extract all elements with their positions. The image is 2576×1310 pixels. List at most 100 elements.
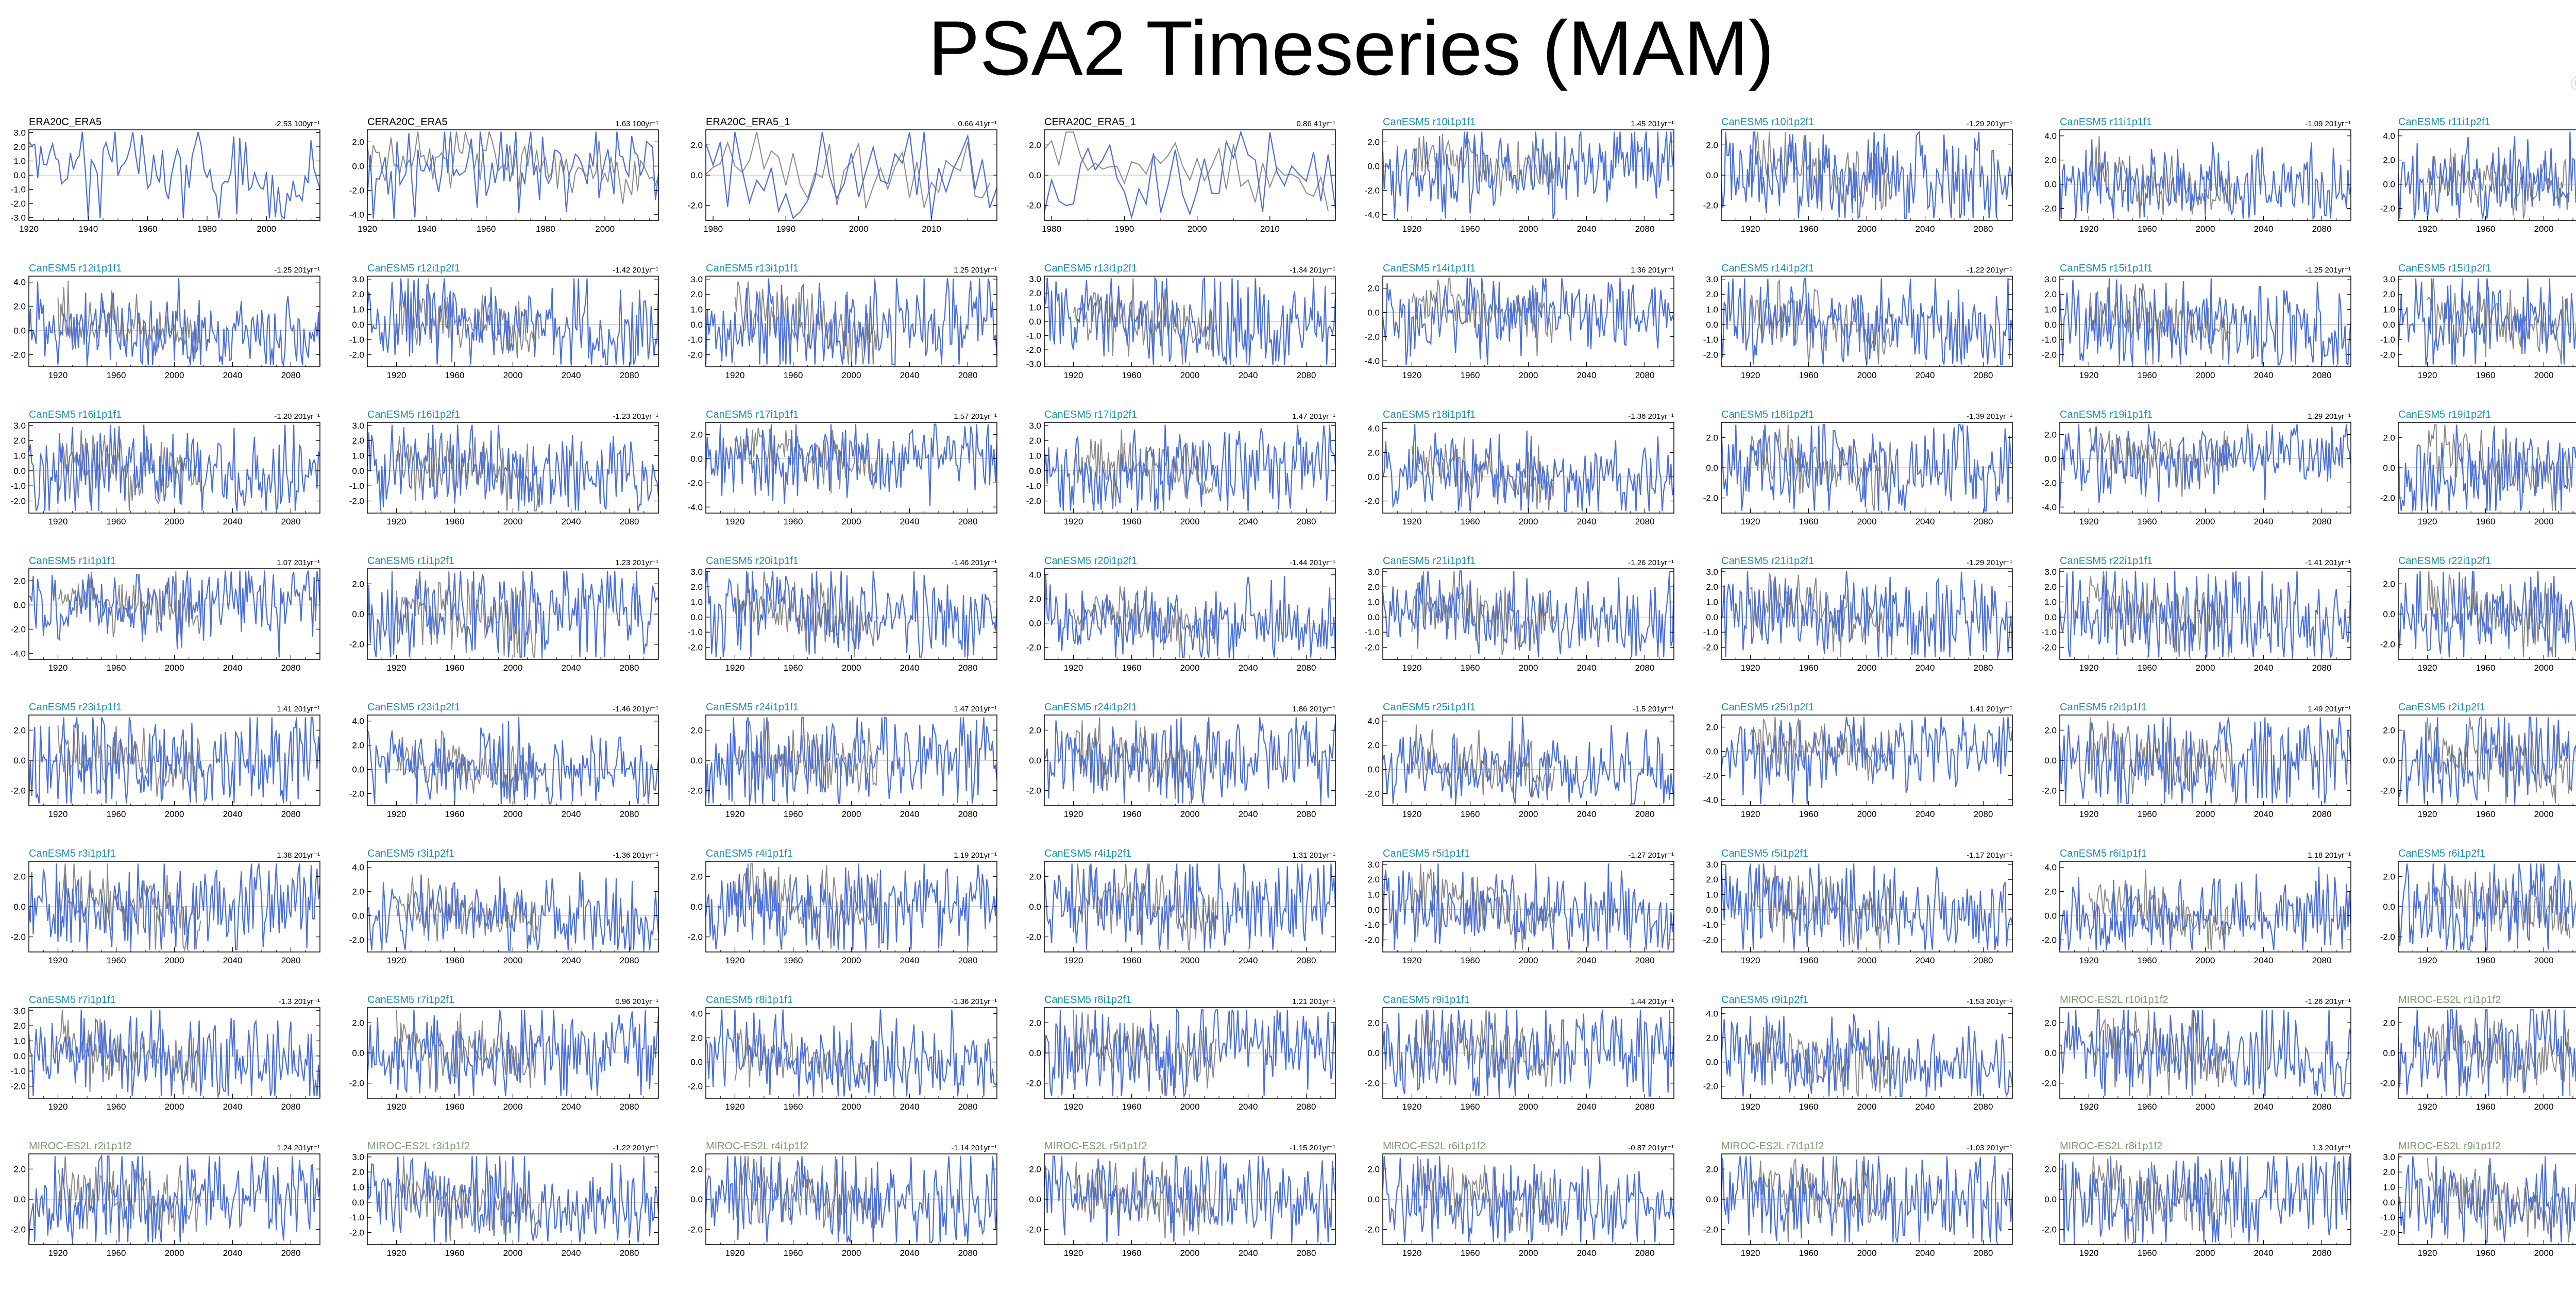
y-tick-label: 0.0 [1706,463,1718,473]
x-tick-label: 1990 [776,224,795,234]
panel-trend-label: -1.20 201yr⁻¹ [274,412,320,421]
panel-title: MIROC-ES2L r5i1p1f2 [1044,1141,1147,1152]
obs-series-line [2427,424,2571,511]
x-tick-label: 1960 [1799,517,1819,526]
y-tick-label: -1.0 [1026,481,1041,491]
x-tick-label: 1960 [1122,517,1142,526]
obs-series-line [396,436,540,512]
x-tick-label: 2000 [1180,663,1200,673]
x-tick-label: 2080 [281,370,301,380]
obs-series-line [1411,724,1555,797]
x-tick-label: 1960 [1799,1248,1819,1258]
x-tick-label: 2080 [2312,1102,2332,1112]
y-tick-label: 2.0 [2383,290,2395,299]
y-tick-label: 0.0 [1367,472,1380,482]
y-tick-label: -2.0 [1365,497,1380,506]
obs-series-line [1073,586,1217,658]
model-series-line [28,570,321,658]
model-series-line [28,424,320,512]
y-tick-label: 1.0 [352,305,364,315]
model-series-line [1043,863,1336,950]
x-tick-label: 2040 [1916,370,1935,380]
y-tick-label: -2.0 [1703,1082,1718,1092]
timeseries-panel: 3.0 2.0 1.0 0.0 -1.0 -2.0 1920 1960 2000 2040 2080 [349,421,659,526]
panel-trend-label: -1.39 201yr⁻¹ [1967,412,2012,421]
x-tick-label: 1920 [2418,809,2437,819]
y-tick-label: -2.0 [1703,350,1718,360]
y-tick-label: 3.0 [13,128,26,138]
y-tick-label: 2.0 [1706,875,1718,884]
timeseries-panel: 2.0 0.0 -2.0 -4.0 1920 1960 2000 2040 2080 [1703,714,2013,819]
panel-title: CanESM5 r4i1p1f1 [706,848,793,859]
panel-trend-label: 1.21 201yr⁻¹ [1292,997,1335,1006]
x-tick-label: 2080 [1974,224,1993,234]
timeseries-panel: 3.0 2.0 1.0 0.0 -1.0 -2.0 1920 1960 2000 2040 2080 [349,1152,659,1258]
x-tick-label: 2000 [165,1248,184,1258]
panel-trend-label: -1.09 201yr⁻¹ [2305,120,2351,128]
y-tick-label: 3.0 [2383,1152,2395,1162]
y-tick-label: 0.0 [2044,320,2057,330]
x-tick-label: 1960 [107,517,126,526]
panel-trend-label: -1.14 201yr⁻¹ [951,1144,997,1152]
x-tick-label: 2040 [1239,663,1258,673]
y-tick-label: 0.0 [13,1195,26,1204]
x-tick-label: 2040 [562,1102,581,1112]
x-tick-label: 2040 [562,809,581,819]
y-tick-label: -2.0 [1365,789,1380,799]
x-tick-label: 2000 [2534,1248,2554,1258]
panel-trend-label: -1.22 201yr⁻¹ [1967,266,2012,275]
x-tick-label: 1960 [445,1102,465,1112]
y-tick-label: -2.0 [11,1082,26,1092]
y-tick-label: 0.0 [1367,1195,1380,1204]
x-tick-label: 1960 [107,1248,126,1258]
x-tick-label: 2080 [1635,1102,1655,1112]
y-tick-label: 0.0 [1367,613,1380,622]
x-tick-label: 2080 [2312,370,2332,380]
timeseries-panel: 3.0 2.0 1.0 0.0 -1.0 -2.0 1920 1960 2000 2040 2080 [1365,567,1675,673]
y-tick-label: 0.0 [1706,171,1718,180]
y-tick-label: 2.0 [2044,887,2057,897]
x-tick-label: 1920 [1402,370,1422,380]
panel-trend-label: -1.46 201yr⁻¹ [951,558,997,567]
panel-title: CanESM5 r13i1p1f1 [706,263,799,274]
y-tick-label: 0.0 [1029,317,1041,327]
x-tick-label: 2080 [2312,224,2332,234]
obs-series-line [396,279,540,359]
panel-trend-label: -1.22 201yr⁻¹ [613,1144,658,1152]
panel-trend-label: -1.3 201yr⁻¹ [278,997,320,1006]
timeseries-panel: 3.0 2.0 1.0 0.0 -1.0 -2.0 1920 1960 2000 2040 2080 [1703,275,2013,380]
x-tick-label: 1920 [1064,1102,1083,1112]
x-tick-label: 2000 [1519,517,1538,526]
panel-trend-label: -1.34 201yr⁻¹ [1290,266,1335,275]
x-tick-label: 2000 [2196,1102,2215,1112]
model-series-line [1043,1008,1336,1098]
obs-series-line [396,877,540,942]
model-series-line [366,131,659,219]
x-tick-label: 2040 [2254,1248,2274,1258]
panel-trend-label: 1.23 201yr⁻¹ [2555,558,2576,568]
y-tick-label: 1.0 [352,451,364,461]
model-series-line [705,423,998,506]
panel-trend-label: 1.47 201yr⁻¹ [954,705,997,713]
x-tick-label: 2040 [1577,517,1597,526]
model-series-line [1720,571,2013,657]
panel-title: MIROC-ES2L r8i1p1f2 [2060,1141,2163,1152]
panel-title: CanESM5 r23i1p2f1 [367,702,461,713]
x-tick-label: 1920 [2418,1248,2437,1258]
x-tick-label: 2080 [281,809,301,819]
x-tick-label: 2080 [620,517,639,526]
x-tick-label: 2010 [1260,224,1280,234]
panel-title: CanESM5 r5i1p1f1 [1383,848,1470,859]
panel-title: CanESM5 r8i1p2f1 [1044,994,1131,1006]
y-tick-label: 0.0 [1706,613,1718,622]
panel-trend-label: 1.44 201yr⁻¹ [1631,997,1674,1006]
obs-series-line [1411,437,1555,511]
y-tick-label: -2.0 [1365,935,1380,945]
x-tick-label: 2080 [620,956,639,965]
plot-frame [1382,714,1674,806]
x-tick-label: 2000 [2534,224,2554,234]
x-tick-label: 1960 [784,809,803,819]
